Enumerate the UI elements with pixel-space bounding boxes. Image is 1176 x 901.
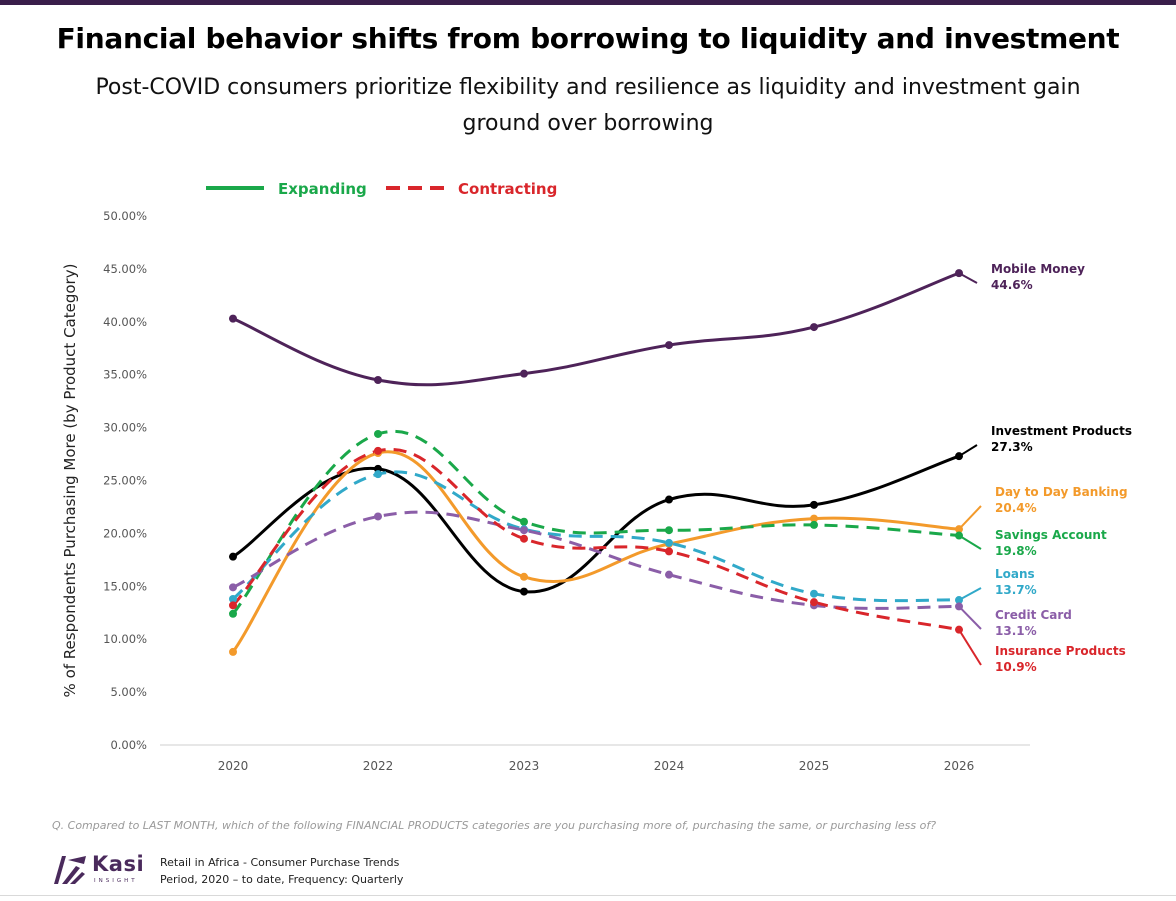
survey-question: Q. Compared to LAST MONTH, which of the … bbox=[52, 819, 937, 832]
data-point-savings-account bbox=[810, 520, 818, 529]
y-tick-label: 5.00% bbox=[110, 685, 147, 699]
data-point-day-to-day-banking bbox=[229, 647, 237, 656]
series-value-insurance-products: 10.9% bbox=[995, 660, 1037, 674]
brand-subtitle: INSIGHT bbox=[94, 878, 138, 884]
y-axis: % of Respondents Purchasing More (by Pro… bbox=[61, 209, 147, 752]
series-line-day-to-day-banking bbox=[231, 450, 960, 653]
leader-line-loans bbox=[958, 587, 982, 601]
data-point-mobile-money bbox=[374, 375, 382, 384]
data-point-mobile-money bbox=[520, 369, 528, 378]
data-point-mobile-money bbox=[810, 323, 818, 332]
leader-line-investment-products bbox=[958, 444, 978, 458]
series-end-labels: Mobile Money 44.6% Investment Products 27.3… bbox=[958, 262, 1132, 674]
kasi-logo-icon bbox=[54, 856, 86, 884]
data-point-day-to-day-banking bbox=[810, 514, 818, 523]
y-tick-label: 50.00% bbox=[103, 209, 147, 223]
x-tick-label: 2022 bbox=[363, 759, 394, 773]
series-value-day-to-day-banking: 20.4% bbox=[995, 501, 1037, 515]
y-tick-label: 15.00% bbox=[103, 579, 147, 593]
series-value-credit-card: 13.1% bbox=[995, 624, 1037, 638]
top-accent-bar bbox=[0, 0, 1176, 5]
series-name-credit-card: Credit Card bbox=[995, 608, 1072, 622]
series-name-investment-products: Investment Products bbox=[991, 424, 1132, 438]
leader-line-savings-account bbox=[958, 534, 982, 550]
series-line-loans bbox=[232, 470, 960, 603]
data-point-day-to-day-banking bbox=[520, 572, 528, 581]
source-line-1: Retail in Africa - Consumer Purchase Tre… bbox=[160, 856, 400, 869]
data-point-mobile-money bbox=[665, 341, 673, 350]
series-line-investment-products bbox=[232, 454, 960, 594]
data-point-investment-products bbox=[229, 552, 237, 561]
data-point-investment-products bbox=[810, 500, 818, 509]
x-tick-label: 2023 bbox=[509, 759, 540, 773]
data-point-savings-account bbox=[229, 609, 237, 618]
chart-legend: Expanding Contracting bbox=[206, 180, 557, 198]
data-point-savings-account bbox=[665, 526, 673, 535]
data-point-insurance-products bbox=[374, 446, 382, 455]
data-point-mobile-money bbox=[229, 314, 237, 323]
data-point-loans bbox=[810, 589, 818, 598]
data-point-loans bbox=[665, 538, 673, 547]
series-name-loans: Loans bbox=[995, 567, 1035, 581]
data-point-investment-products bbox=[520, 587, 528, 596]
data-point-credit-card bbox=[229, 583, 237, 592]
source-line-2: Period, 2020 – to date, Frequency: Quart… bbox=[160, 873, 404, 886]
series-points bbox=[229, 269, 963, 656]
series-name-insurance-products: Insurance Products bbox=[995, 644, 1126, 658]
y-tick-label: 10.00% bbox=[103, 632, 147, 646]
leader-line-insurance-products bbox=[958, 629, 982, 666]
data-point-investment-products bbox=[665, 495, 673, 504]
series-value-mobile-money: 44.6% bbox=[991, 278, 1033, 292]
series-lines bbox=[231, 271, 960, 653]
data-point-savings-account bbox=[520, 517, 528, 526]
kasi-logo: Kasi INSIGHT bbox=[52, 852, 147, 888]
data-point-insurance-products bbox=[810, 598, 818, 607]
series-name-mobile-money: Mobile Money bbox=[991, 262, 1085, 276]
series-value-savings-account: 19.8% bbox=[995, 544, 1037, 558]
data-point-insurance-products bbox=[229, 601, 237, 610]
data-point-loans bbox=[374, 470, 382, 479]
data-point-credit-card bbox=[374, 512, 382, 521]
series-line-insurance-products bbox=[231, 447, 960, 632]
x-tick-label: 2026 bbox=[944, 759, 975, 773]
leader-line-credit-card bbox=[958, 605, 982, 630]
y-tick-label: 35.00% bbox=[103, 368, 147, 382]
x-tick-label: 2020 bbox=[218, 759, 249, 773]
legend-label: Contracting bbox=[458, 180, 557, 198]
source-note: Retail in Africa - Consumer Purchase Tre… bbox=[160, 854, 403, 888]
brand-name: Kasi bbox=[92, 852, 145, 876]
data-point-loans bbox=[229, 594, 237, 603]
legend-label: Expanding bbox=[278, 180, 367, 198]
chart-title: Financial behavior shifts from borrowing… bbox=[56, 22, 1120, 55]
leader-line-day-to-day-banking bbox=[958, 505, 982, 530]
series-value-investment-products: 27.3% bbox=[991, 440, 1033, 454]
series-line-mobile-money bbox=[232, 271, 960, 387]
y-tick-label: 40.00% bbox=[103, 315, 147, 329]
series-name-day-to-day-banking: Day to Day Banking bbox=[995, 485, 1128, 499]
chart-subtitle: Post-COVID consumers prioritize flexibil… bbox=[95, 75, 1081, 136]
data-point-insurance-products bbox=[520, 534, 528, 543]
series-line-credit-card bbox=[232, 510, 960, 610]
y-axis-title: % of Respondents Purchasing More (by Pro… bbox=[61, 264, 79, 698]
data-point-credit-card bbox=[665, 570, 673, 579]
leader-line-mobile-money bbox=[958, 272, 978, 284]
y-tick-label: 25.00% bbox=[103, 474, 147, 488]
data-point-savings-account bbox=[374, 429, 382, 438]
x-axis: 2020 2022 2023 2024 2025 2026 bbox=[160, 744, 1030, 773]
y-tick-label: 45.00% bbox=[103, 262, 147, 276]
series-name-savings-account: Savings Account bbox=[995, 528, 1107, 542]
data-point-credit-card bbox=[520, 526, 528, 535]
bottom-divider bbox=[0, 895, 1176, 896]
x-tick-label: 2024 bbox=[654, 759, 685, 773]
y-tick-label: 30.00% bbox=[103, 421, 147, 435]
data-point-insurance-products bbox=[665, 547, 673, 556]
series-line-savings-account bbox=[231, 430, 960, 615]
y-tick-label: 0.00% bbox=[110, 738, 147, 752]
x-tick-label: 2025 bbox=[799, 759, 830, 773]
series-value-loans: 13.7% bbox=[995, 583, 1037, 597]
y-tick-label: 20.00% bbox=[103, 526, 147, 540]
